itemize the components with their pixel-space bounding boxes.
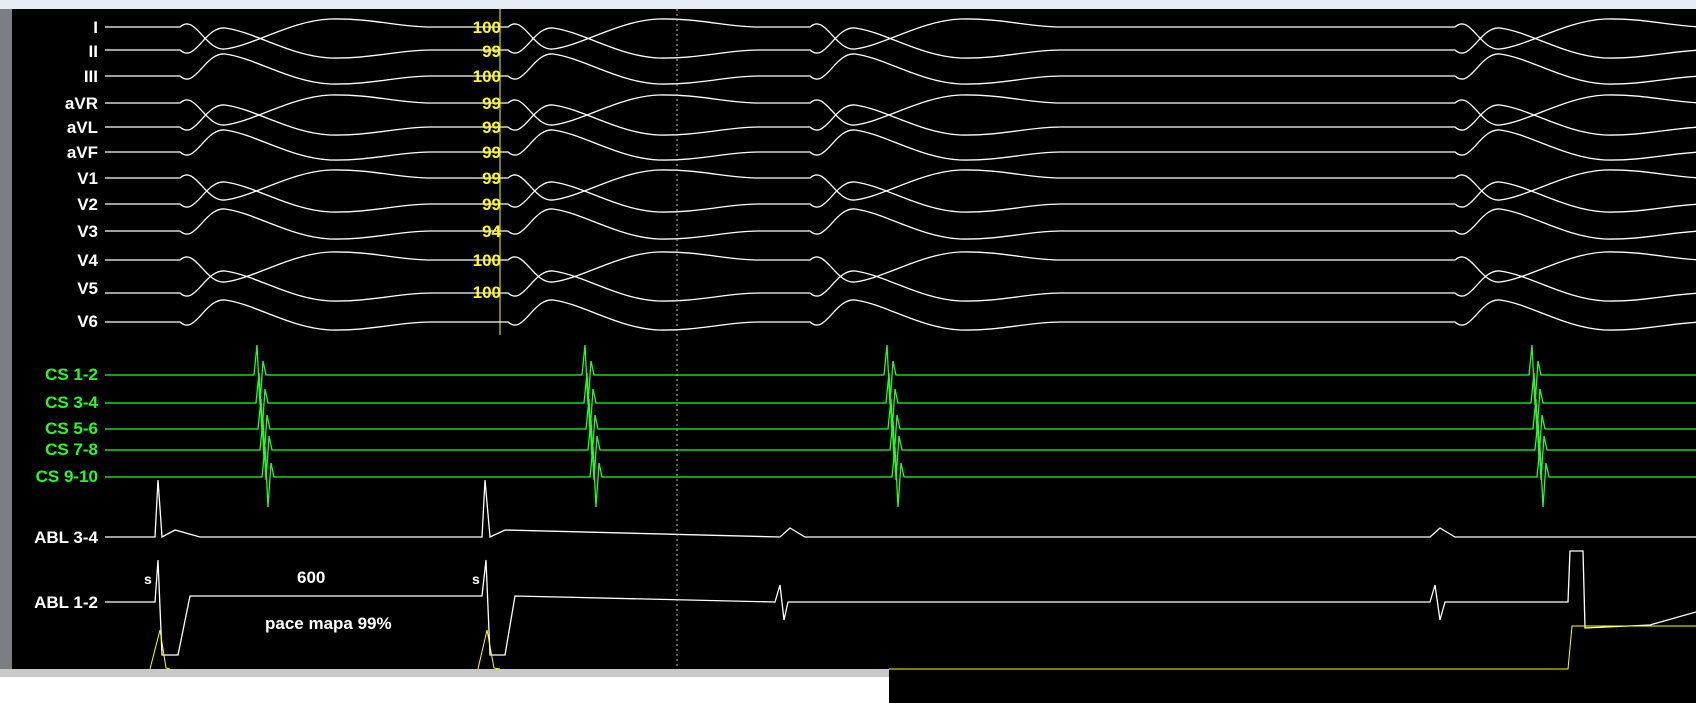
ecg-trace bbox=[105, 181, 1696, 213]
ecg-trace bbox=[105, 104, 1696, 136]
ecg-trace bbox=[105, 270, 1696, 302]
label-I: I bbox=[93, 18, 98, 37]
label-III: III bbox=[83, 67, 98, 86]
misc-marks bbox=[149, 9, 1696, 670]
label-V4: V4 bbox=[77, 251, 98, 270]
label-cs-3-4: CS 3-4 bbox=[45, 393, 98, 412]
score-V3: 94 bbox=[482, 222, 501, 241]
ecg-trace bbox=[105, 251, 1696, 283]
ecg-traces bbox=[105, 18, 1696, 331]
ecg-trace bbox=[105, 208, 1696, 240]
stim-marker-2: s bbox=[472, 571, 480, 587]
ecg-trace bbox=[105, 94, 1696, 126]
abl-1-2-trace bbox=[105, 550, 1696, 656]
label-V1: V1 bbox=[77, 169, 98, 188]
label-V2: V2 bbox=[77, 195, 98, 214]
score-I: 100 bbox=[472, 18, 501, 37]
bottom-strip bbox=[0, 677, 889, 703]
label-II: II bbox=[88, 42, 98, 61]
tracing-panel[interactable] bbox=[12, 9, 1696, 669]
label-cs-1-2: CS 1-2 bbox=[45, 365, 98, 384]
ecg-trace bbox=[105, 169, 1696, 201]
ecg-trace bbox=[105, 129, 1696, 161]
score-II: 99 bbox=[482, 42, 501, 61]
pace-trace-3 bbox=[889, 625, 1696, 670]
label-V6: V6 bbox=[77, 312, 98, 331]
score-aVR: 99 bbox=[482, 94, 501, 113]
label-V3: V3 bbox=[77, 222, 98, 241]
cs-traces bbox=[105, 344, 1696, 508]
cycle-length-label: 600 bbox=[297, 568, 326, 587]
label-aVF: aVF bbox=[66, 143, 98, 162]
cs-trace bbox=[105, 372, 1696, 434]
score-aVF: 99 bbox=[482, 143, 501, 162]
label-cs-9-10: CS 9-10 bbox=[35, 467, 98, 486]
stim-marker-1: s bbox=[144, 571, 152, 587]
pace-trace-2 bbox=[477, 629, 501, 670]
cs-trace bbox=[105, 446, 1696, 508]
score-aVL: 99 bbox=[482, 118, 501, 137]
left-edge-bar bbox=[0, 9, 12, 669]
abl-3-4-trace bbox=[105, 479, 1696, 539]
horizontal-scrollbar[interactable] bbox=[0, 669, 889, 677]
label-abl-1-2: ABL 1-2 bbox=[34, 593, 98, 612]
score-III: 100 bbox=[472, 67, 501, 86]
ecg-trace bbox=[105, 27, 1696, 59]
score-V2: 99 bbox=[482, 195, 501, 214]
ecg-trace bbox=[105, 18, 1696, 50]
ecg-trace bbox=[105, 299, 1696, 331]
label-V5: V5 bbox=[77, 279, 98, 298]
score-V1: 99 bbox=[482, 169, 501, 188]
score-V5: 100 bbox=[472, 283, 501, 302]
top-window-strip bbox=[0, 0, 1696, 9]
label-cs-7-8: CS 7-8 bbox=[45, 440, 98, 459]
label-aVR: aVR bbox=[64, 94, 98, 113]
pace-trace-1 bbox=[149, 629, 171, 670]
pace-map-note: pace mapa 99% bbox=[265, 614, 392, 633]
cs-trace bbox=[105, 344, 1696, 406]
label-aVL: aVL bbox=[66, 118, 98, 137]
label-abl-3-4: ABL 3-4 bbox=[34, 528, 98, 547]
ecg-trace bbox=[105, 53, 1696, 85]
abl-traces bbox=[105, 479, 1696, 656]
label-cs-5-6: CS 5-6 bbox=[45, 419, 98, 438]
score-V4: 100 bbox=[472, 251, 501, 270]
